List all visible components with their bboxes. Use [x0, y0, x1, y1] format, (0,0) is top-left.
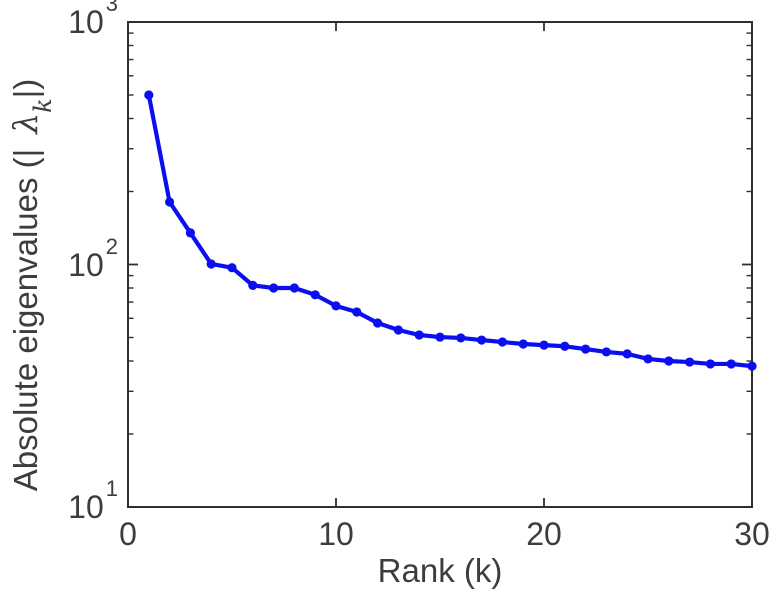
x-tick-label: 10	[318, 516, 354, 552]
data-point-marker	[227, 263, 237, 273]
data-point-marker	[310, 290, 320, 300]
data-point-marker	[581, 344, 591, 354]
x-tick-label: 20	[526, 516, 562, 552]
data-point-marker	[705, 359, 716, 369]
data-point-marker	[352, 307, 362, 317]
y-tick-base: 10	[68, 489, 104, 525]
y-tick-exponent: 1	[105, 476, 118, 502]
data-point-marker	[497, 337, 507, 347]
data-point-marker	[747, 361, 757, 371]
x-tick-label: 30	[734, 516, 770, 552]
data-point-marker	[601, 347, 612, 357]
x-axis-label: Rank (k)	[377, 552, 503, 589]
data-point-marker	[726, 359, 736, 369]
lambda-symbol: λ	[6, 112, 45, 134]
data-point-marker	[331, 301, 341, 311]
data-point-marker	[560, 341, 570, 351]
data-point-marker	[206, 259, 216, 269]
data-point-marker	[248, 280, 258, 291]
x-tick-label: 0	[119, 516, 137, 552]
data-point-marker	[685, 357, 695, 367]
data-point-marker	[373, 318, 383, 328]
absolute-eigenvalues-line	[146, 92, 755, 369]
data-point-marker	[414, 330, 424, 340]
data-point-marker	[165, 197, 175, 207]
data-point-marker	[185, 228, 195, 238]
y-tick-base: 10	[68, 246, 104, 283]
y-tick-label: 103	[22, 0, 118, 43]
data-point-marker	[456, 333, 466, 343]
y-tick-exponent: 3	[105, 0, 118, 17]
data-point-marker	[518, 339, 528, 349]
data-point-marker	[435, 332, 445, 342]
y-tick-label: 102	[22, 235, 118, 286]
data-point-marker	[539, 340, 549, 350]
y-tick-exponent: 2	[105, 233, 118, 259]
y-tick-label: 101	[22, 478, 118, 528]
y-tick-base: 10	[68, 4, 104, 40]
data-point-marker	[289, 283, 299, 293]
y-axis-label-text: Absolute eigenvalues (|	[7, 148, 44, 492]
data-point-marker	[643, 354, 653, 364]
data-point-marker	[269, 283, 279, 293]
data-point-marker	[664, 356, 674, 366]
data-point-marker	[622, 349, 632, 359]
y-axis-label-suffix: |)	[7, 78, 44, 99]
lambda-subscript: k	[28, 98, 57, 113]
data-point-marker	[477, 335, 487, 345]
data-point-marker	[393, 325, 403, 335]
data-point-marker	[144, 90, 154, 100]
